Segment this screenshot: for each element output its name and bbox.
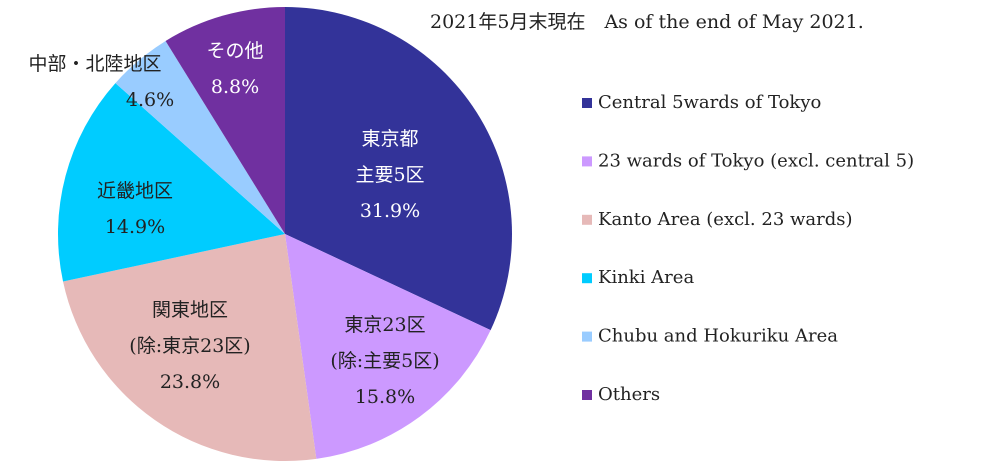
legend-swatch — [582, 156, 592, 167]
legend-swatch — [582, 273, 592, 284]
slice-value-label: 31.9% — [360, 200, 420, 222]
legend-label: Central 5wards of Tokyo — [598, 92, 821, 113]
chart-title: 2021年5月末現在 As of the end of May 2021. — [430, 11, 864, 33]
slice-label: 東京23区 — [344, 314, 425, 336]
slice-label: (除:主要5区) — [330, 350, 439, 372]
legend-label: Chubu and Hokuriku Area — [598, 326, 838, 347]
slice-label: 近畿地区 — [97, 180, 173, 202]
slice-label: 東京都 — [361, 128, 418, 150]
pie-slice — [58, 83, 286, 282]
legend-label: Others — [598, 384, 660, 405]
pie-slice — [285, 234, 491, 459]
slice-label: 関東地区 — [152, 299, 228, 321]
slice-value-label: 14.9% — [105, 216, 165, 238]
legend-swatch — [582, 214, 592, 225]
pie-slice — [115, 40, 286, 234]
legend-label: Kanto Area (excl. 23 wards) — [598, 209, 853, 230]
slice-label: その他 — [206, 40, 263, 62]
slice-value-label: 8.8% — [211, 76, 259, 98]
slice-label: (除:東京23区) — [129, 335, 250, 357]
legend-label: 23 wards of Tokyo (excl. central 5) — [598, 150, 914, 171]
slice-value-label: 15.8% — [355, 386, 415, 408]
legend-swatch — [582, 98, 592, 108]
legend-swatch — [582, 331, 592, 342]
slice-value-label: 23.8% — [160, 371, 220, 393]
slice-label: 中部・北陸地区 — [28, 53, 161, 75]
pie-slice — [165, 7, 285, 234]
slice-label: 主要5区 — [355, 164, 424, 186]
legend-label: Kinki Area — [598, 267, 694, 288]
slice-value-label: 4.6% — [126, 89, 174, 111]
legend-swatch — [582, 390, 592, 400]
pie-slice — [285, 7, 512, 331]
pie-slice — [63, 234, 317, 461]
